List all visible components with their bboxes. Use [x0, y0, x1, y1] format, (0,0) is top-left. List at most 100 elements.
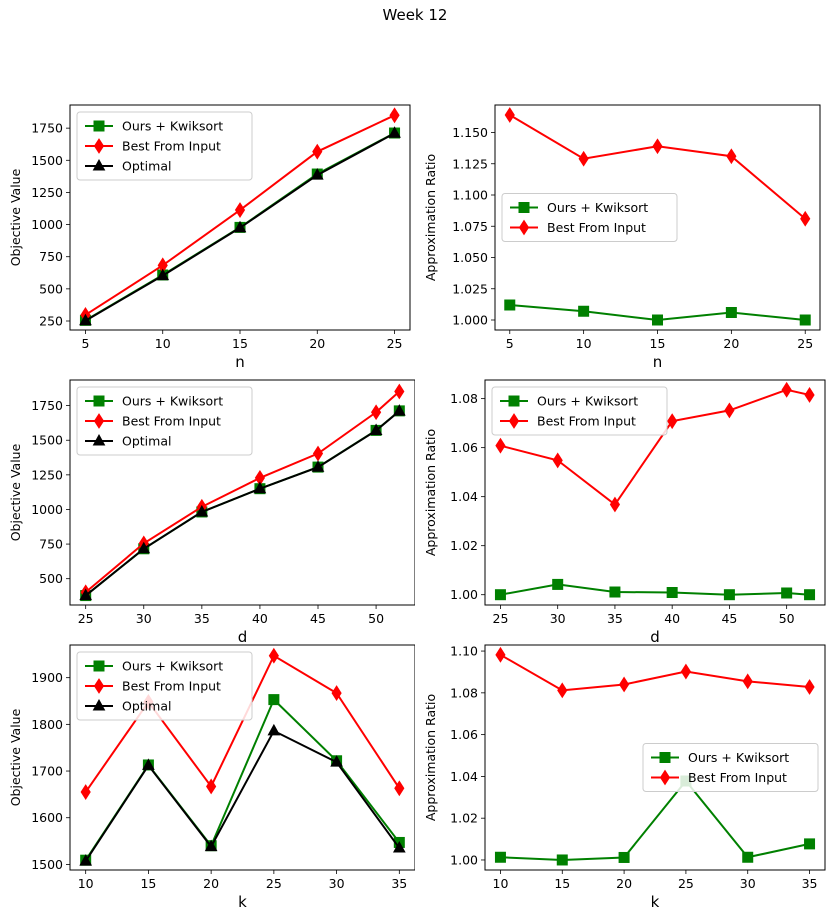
x-tick-label: 30 [550, 611, 566, 626]
y-tick-label: 1250 [31, 467, 63, 482]
legend-marker-optimal [92, 698, 106, 711]
legend: Ours + Kwiksort Best From Input [491, 386, 668, 436]
y-tick-label: 1.00 [450, 852, 478, 867]
data-point-optimal [388, 126, 401, 138]
data-point-ours-kwiksort [799, 314, 811, 326]
x-tick-label: 10 [576, 336, 592, 351]
y-axis-label: Objective Value [8, 708, 23, 806]
data-point-best-from-input [618, 676, 630, 693]
y-tick-label: 1.06 [450, 727, 478, 742]
data-point-ours-kwiksort [609, 586, 621, 598]
legend-marker-best-from-input [93, 678, 105, 694]
x-tick-label: 25 [493, 611, 509, 626]
legend-marker-optimal [92, 433, 106, 446]
y-tick-label: 1750 [31, 121, 63, 136]
data-point-best-from-input [680, 663, 692, 680]
x-tick-label: 20 [309, 336, 325, 351]
legend: Ours + Kwiksort Best From Input Optimal [76, 111, 253, 181]
legend: Ours + Kwiksort Best From Input Optimal [76, 651, 253, 721]
series-line-ours-kwiksort [500, 583, 810, 596]
data-point-ours-kwiksort [556, 854, 568, 866]
y-tick-label: 1.050 [452, 250, 488, 265]
data-point-optimal [392, 404, 406, 416]
y-tick-label: 1.075 [452, 219, 488, 234]
data-point-best-from-input [724, 402, 735, 419]
x-tick-label: 10 [493, 876, 509, 891]
data-point-best-from-input [234, 202, 246, 218]
chart-panel-ratio-vs-n: 1.000 1.025 1.050 1.075 1.100 1.125 1.150 5 10 15… [415, 95, 830, 377]
y-axis-label: Objective Value [8, 443, 23, 541]
x-tick-label: 25 [678, 876, 694, 891]
y-tick-label: 1.025 [452, 281, 488, 296]
legend-marker-ours-kwiksort [518, 202, 530, 213]
legend-box [76, 111, 253, 181]
y-tick-label: 1.08 [450, 391, 478, 406]
legend-marker-ours-kwiksort [508, 395, 520, 407]
chart-3-svg: 1.00 1.02 1.04 1.06 1.08 25 30 35 40 45 50 d Approxi… [423, 379, 826, 646]
data-point-ours-kwiksort [618, 851, 630, 863]
legend-marker-best-from-input [508, 413, 520, 429]
y-tick-label: 500 [39, 281, 63, 296]
chart-panel-objective-vs-n: 250 500 750 1000 1250 1500 1750 5 10 15 20 25 n Objec… [0, 95, 415, 377]
series-ours-kwiksort [494, 578, 816, 601]
series-best-from-input [495, 381, 815, 513]
data-point-best-from-input [394, 780, 405, 797]
data-point-ours-kwiksort [652, 314, 663, 326]
x-tick-label: 25 [78, 611, 94, 626]
legend-label-ours-kwiksort: Ours + Kwiksort [537, 394, 638, 409]
data-point-best-from-input [389, 107, 400, 124]
y-tick-label: 250 [39, 314, 63, 329]
legend-label-ours-kwiksort: Ours + Kwiksort [688, 750, 789, 765]
data-point-best-from-input [804, 387, 815, 403]
legend-label-best-from-input: Best From Input [122, 679, 221, 694]
data-point-optimal [267, 723, 281, 736]
legend-marker-ours-kwiksort [93, 660, 105, 672]
data-point-best-from-input [394, 383, 405, 400]
chart-4-svg: 1500 1600 1700 1800 1900 10 15 20 25 30 35 k Objecti… [8, 644, 415, 911]
data-point-best-from-input [609, 496, 621, 513]
chart-panel-ratio-vs-d: 1.00 1.02 1.04 1.06 1.08 25 30 35 40 45 50 d Approxi… [415, 370, 830, 650]
x-tick-label: 35 [194, 611, 210, 626]
data-point-optimal [253, 481, 267, 494]
series-best-from-input [504, 107, 811, 227]
x-tick-label: 15 [650, 336, 666, 351]
x-tick-label: 20 [616, 876, 632, 891]
chart-1-svg: 1.000 1.025 1.050 1.075 1.100 1.125 1.150 5 10 15… [423, 104, 821, 371]
x-tick-label: 15 [140, 876, 156, 891]
y-tick-label: 1.08 [450, 685, 478, 700]
x-tick-label: 30 [329, 876, 345, 891]
legend-box [491, 386, 668, 436]
series-optimal [79, 126, 401, 326]
data-point-best-from-input [495, 437, 506, 454]
plot-frame [69, 104, 411, 331]
data-point-best-from-input [80, 784, 91, 800]
x-tick-label: 15 [554, 876, 570, 891]
x-tick-label: 20 [723, 336, 739, 351]
data-point-ours-kwiksort [804, 589, 816, 601]
legend: Ours + Kwiksort Best From Input [642, 743, 819, 792]
legend-marker-best-from-input [659, 769, 671, 786]
legend-label-best-from-input: Best From Input [688, 770, 787, 785]
data-point-best-from-input [652, 138, 663, 155]
data-point-optimal [330, 755, 343, 767]
legend-marker-best-from-input [93, 413, 105, 429]
series-best-from-input [495, 646, 815, 699]
plot-frame [494, 104, 821, 331]
y-tick-label: 1.150 [452, 125, 488, 140]
data-point-best-from-input [800, 210, 811, 227]
data-point-best-from-input [370, 404, 382, 421]
y-tick-label: 750 [39, 537, 63, 552]
x-tick-label: 20 [203, 876, 219, 891]
data-point-ours-kwiksort [666, 587, 678, 598]
series-line-ours-kwiksort [500, 779, 810, 861]
x-axis-label: d [650, 628, 660, 646]
x-axis-label: n [235, 353, 245, 371]
chart-0-svg: 250 500 750 1000 1250 1500 1750 5 10 15 20 25 n Objec… [8, 104, 411, 371]
y-axis-label: Approximation Ratio [423, 154, 438, 281]
data-point-best-from-input [781, 381, 792, 398]
x-tick-label: 10 [78, 876, 94, 891]
x-tick-label: 25 [387, 336, 403, 351]
x-tick-label: 35 [391, 876, 407, 891]
data-point-optimal [156, 268, 170, 281]
data-point-best-from-input [742, 673, 753, 690]
